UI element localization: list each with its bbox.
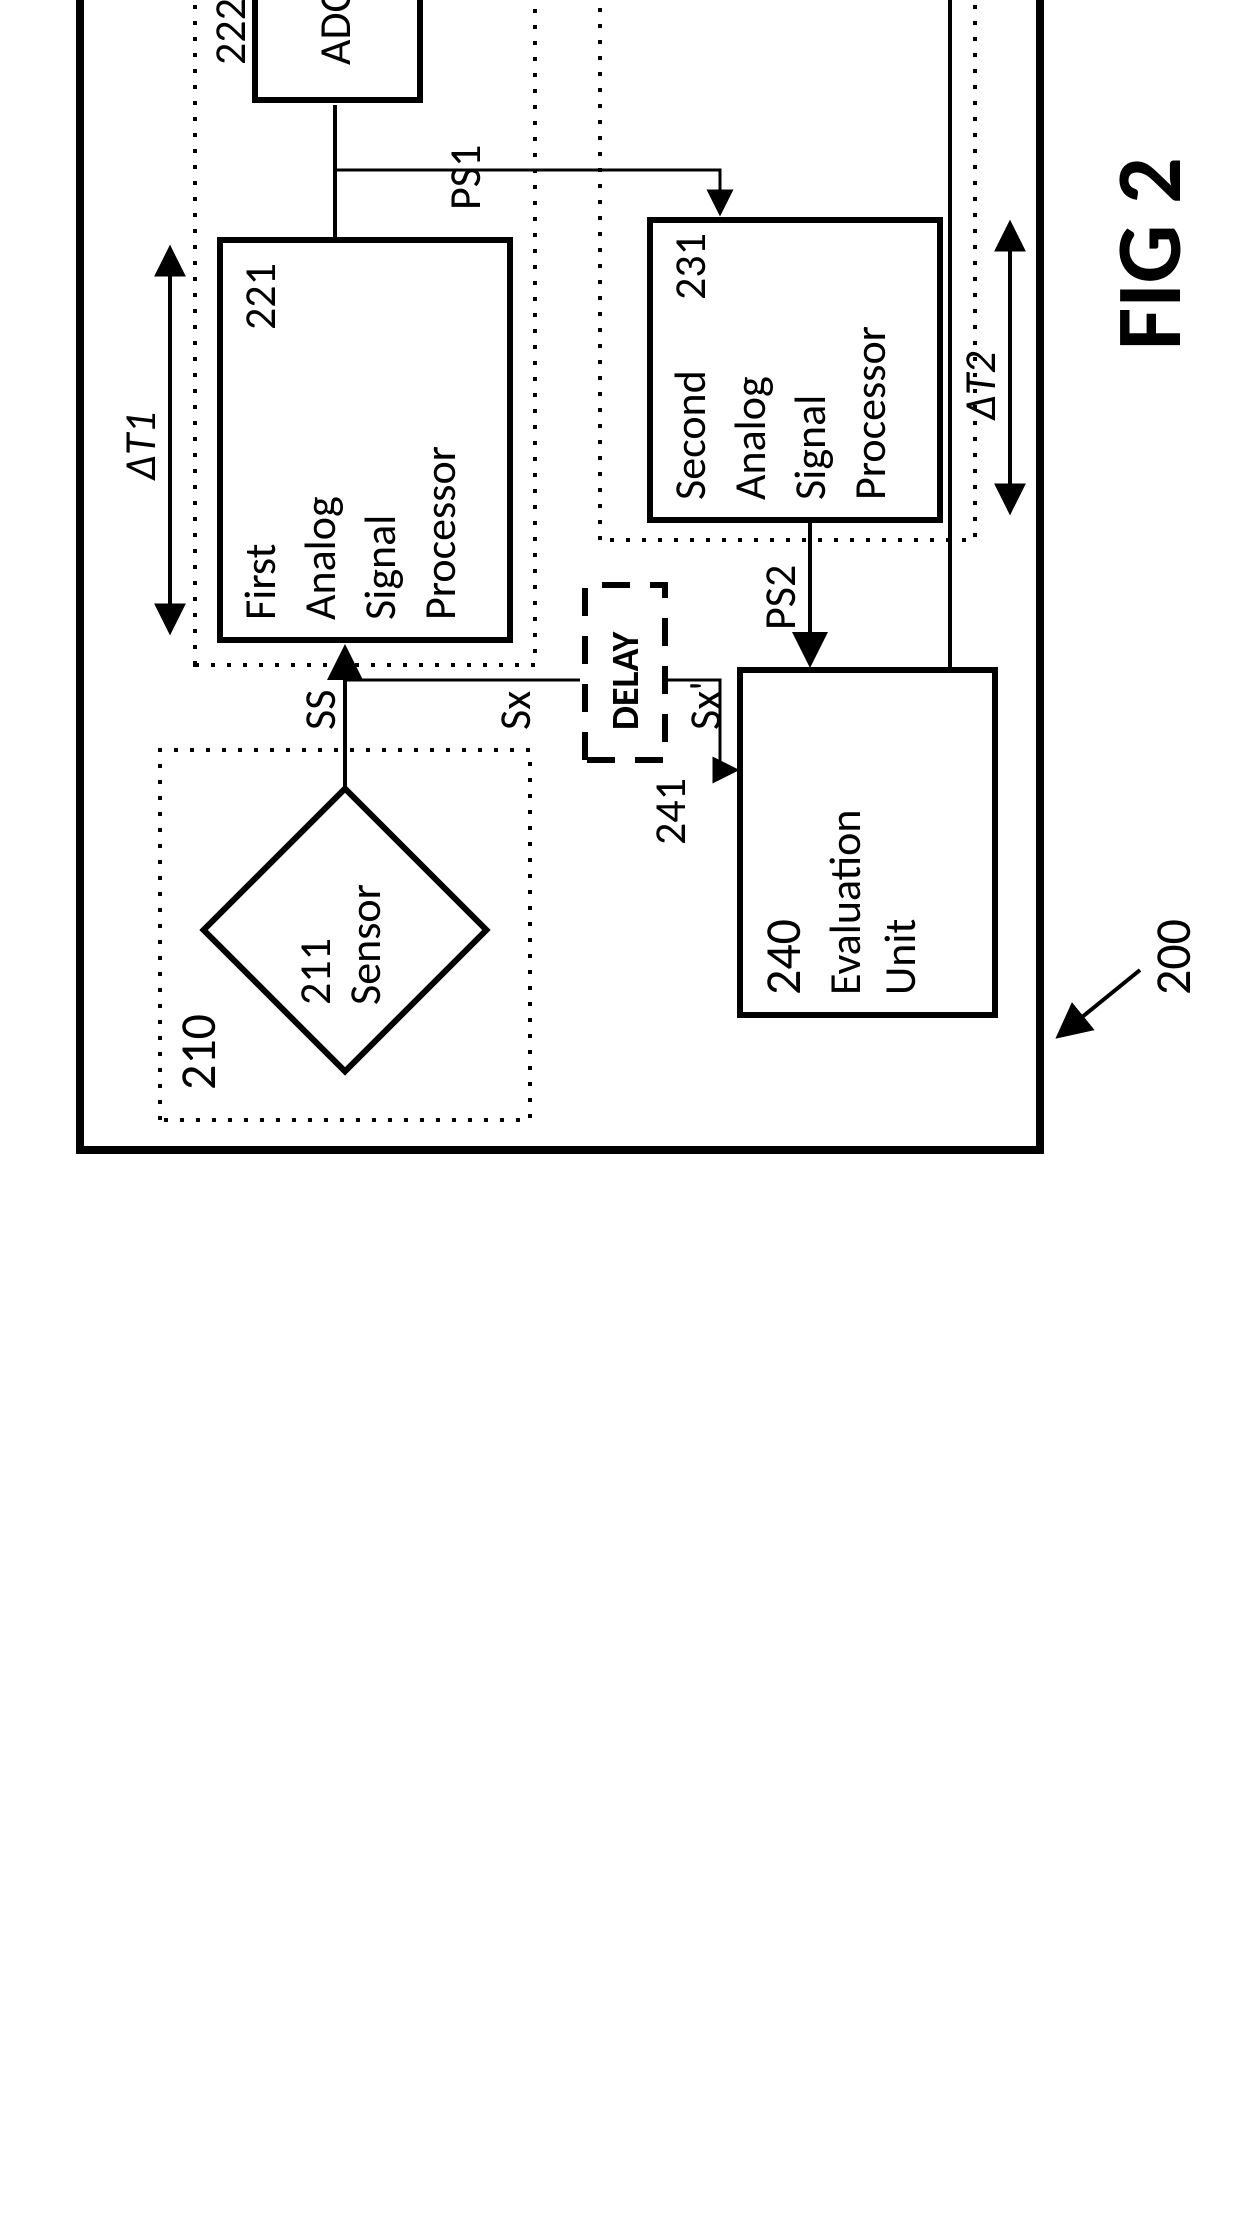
asp2-block: Second 231 Analog Signal Processor — [650, 220, 940, 520]
sensor-group-ref: 210 — [168, 1014, 229, 1090]
dt1-label: ΔT1 — [113, 411, 167, 481]
figure-caption: FIG 2 — [1092, 157, 1205, 350]
asp2-l3: Signal — [783, 395, 837, 500]
eval-block: 240 Evaluation Unit — [740, 670, 995, 1015]
eval-l1: Evaluation — [818, 810, 872, 995]
dt2-label: ΔT2 — [953, 351, 1007, 421]
ref200-label: 200 — [1143, 919, 1204, 995]
asp1-line-proc: Processor — [413, 446, 467, 620]
adc-block: ADC — [255, 0, 420, 100]
asp2-l1: Second — [663, 370, 717, 500]
asp1-line-signal: Signal — [353, 515, 407, 620]
eval-ref: 240 — [753, 919, 814, 995]
delay-label: DELAY — [603, 631, 649, 730]
landscape-rotation-wrapper: 210 211 Sensor 220 First 221 Analog Sign… — [20, 0, 1220, 1220]
sensor-ref: 211 — [288, 938, 342, 1005]
sx-label: Sx — [488, 691, 542, 730]
delay-ref: 241 — [643, 778, 697, 845]
asp1-line-analog: Analog — [293, 496, 347, 620]
ps1-label: PS1 — [438, 145, 492, 210]
asp1-block: First 221 Analog Signal Processor — [220, 240, 510, 640]
figure-canvas: 210 211 Sensor 220 First 221 Analog Sign… — [20, 20, 1220, 2214]
sxp-label: Sx' — [678, 681, 732, 730]
ss-label: SS — [293, 690, 347, 730]
asp1-line-first: First — [233, 544, 287, 620]
eval-l2: Unit — [873, 919, 927, 995]
diagram-svg: 210 211 Sensor 220 First 221 Analog Sign… — [20, 0, 1220, 1220]
adc-label: ADC — [308, 0, 362, 65]
ref200-arrow — [1060, 970, 1140, 1035]
sensor-label: Sensor — [338, 884, 392, 1005]
asp1-ref: 221 — [233, 263, 287, 330]
adc-ref: 222 — [203, 0, 257, 65]
asp2-l2: Analog — [723, 376, 777, 500]
asp2-l4: Processor — [843, 326, 897, 500]
ps2-label: PS2 — [753, 565, 807, 630]
asp2-ref: 231 — [663, 233, 717, 300]
